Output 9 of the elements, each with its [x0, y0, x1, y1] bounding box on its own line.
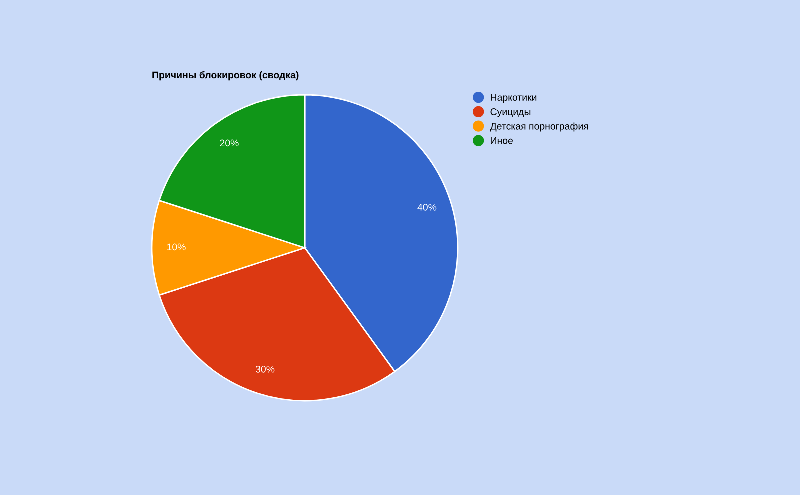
data-label: 40% — [418, 204, 437, 211]
legend-label: Наркотики — [491, 94, 537, 103]
legend-label: Суициды — [490, 108, 531, 118]
legend-label: Иное — [491, 137, 514, 144]
chart-title: Причины блокировок (сводка) — [152, 71, 299, 81]
data-label: 30% — [256, 366, 275, 373]
data-label: 20% — [220, 140, 239, 147]
data-label: 10% — [167, 244, 186, 251]
legend-label: Детская порнография — [490, 122, 588, 132]
